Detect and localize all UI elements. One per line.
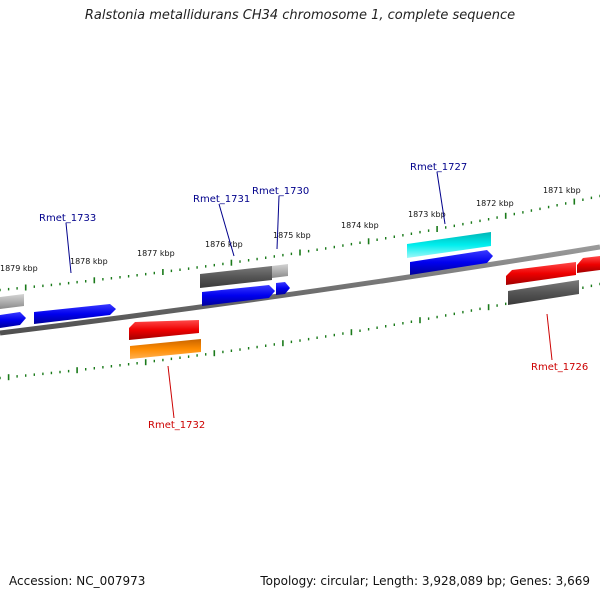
scale-label: 1871 kbp [543, 186, 581, 195]
leader-line [546, 313, 553, 361]
map-title: Ralstonia metallidurans CH34 chromosome … [84, 8, 516, 23]
gene-arrow-lgray[interactable] [272, 264, 288, 278]
gene-arrow-rmet-1730[interactable] [276, 282, 290, 295]
gene-labels: Rmet_1733 Rmet_1731 Rmet_1730 Rmet_1727 … [39, 162, 588, 431]
gene-label-rmet-1727[interactable]: Rmet_1727 [410, 162, 467, 173]
gene-label-rmet-1730[interactable]: Rmet_1730 [252, 186, 309, 197]
gene-arrow-rmet-1727[interactable] [410, 250, 493, 275]
accession-text: Accession: NC_007973 [9, 574, 146, 588]
sequence-backbone [0, 244, 600, 336]
gene-label-rmet-1731[interactable]: Rmet_1731 [193, 194, 250, 205]
gene-arrow-cyan[interactable] [407, 232, 491, 258]
gene-arrow-red[interactable] [577, 256, 600, 273]
scale-labels: 1879 kbp 1878 kbp 1877 kbp 1876 kbp 1875… [0, 186, 581, 273]
gene-arrow-red[interactable] [129, 320, 199, 340]
gene-arrow-rmet-1731[interactable] [202, 285, 275, 306]
gene-label-rmet-1732[interactable]: Rmet_1732 [148, 420, 205, 431]
label-leaders [65, 171, 553, 419]
gene-arrows [0, 232, 600, 359]
leader-line [436, 171, 446, 225]
scale-label: 1877 kbp [137, 249, 175, 258]
scale-ticks-outer [0, 194, 600, 292]
leader-line [65, 222, 72, 274]
scale-label: 1878 kbp [70, 257, 108, 266]
gene-arrow-rmet-1732[interactable] [130, 339, 201, 359]
gene-arrow-rmet-1733[interactable] [34, 304, 116, 324]
scale-label: 1879 kbp [0, 264, 38, 273]
gene-arrow-red[interactable] [506, 262, 576, 285]
scale-label: 1872 kbp [476, 199, 514, 208]
gene-label-rmet-1733[interactable]: Rmet_1733 [39, 213, 96, 224]
scale-label: 1873 kbp [408, 210, 446, 219]
leader-line [167, 365, 175, 419]
gene-arrow-blue[interactable] [0, 312, 26, 328]
leader-line [276, 195, 280, 250]
leader-line [218, 203, 235, 257]
gene-arrow-dgray[interactable] [200, 266, 272, 288]
scale-label: 1875 kbp [273, 231, 311, 240]
gene-label-rmet-1726[interactable]: Rmet_1726 [531, 362, 588, 373]
scale-label: 1874 kbp [341, 221, 379, 230]
gene-arrow-lgray[interactable] [0, 294, 24, 309]
gene-arrow-rmet-1726[interactable] [508, 280, 579, 305]
genome-summary-text: Topology: circular; Length: 3,928,089 bp… [260, 574, 590, 588]
scale-label: 1876 kbp [205, 240, 243, 249]
